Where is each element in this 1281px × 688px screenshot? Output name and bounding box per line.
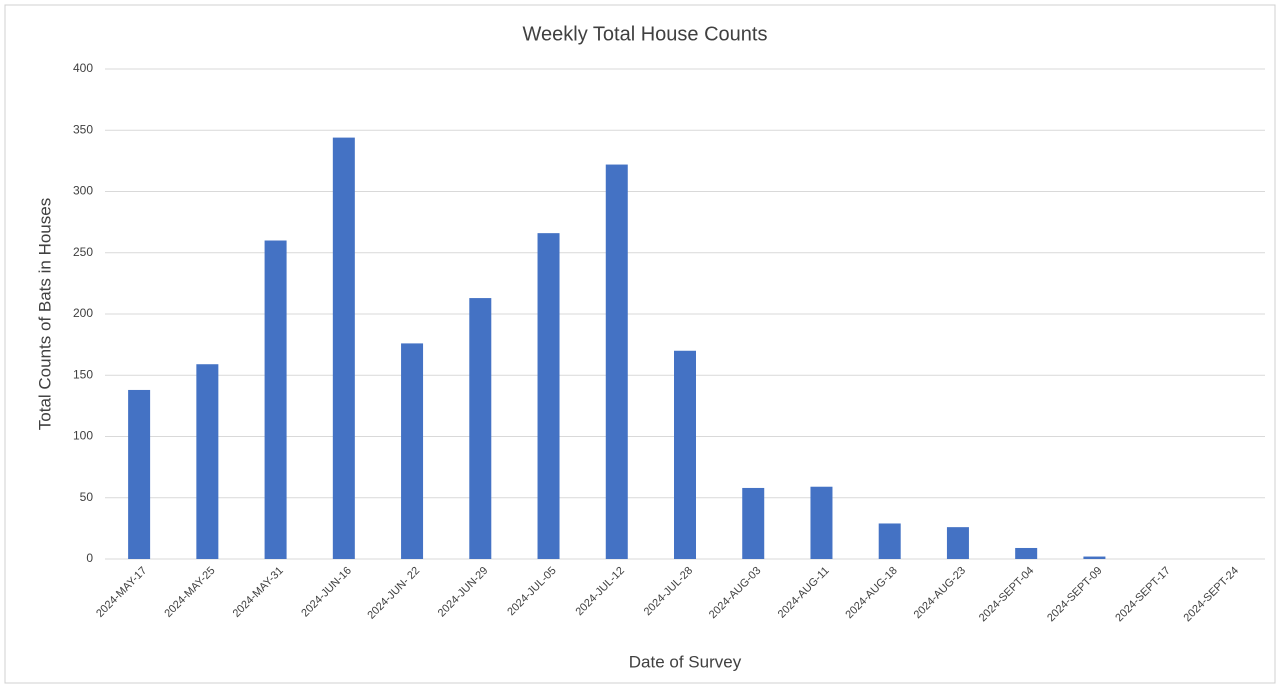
bar (605, 164, 628, 560)
bar (1083, 556, 1106, 559)
bar (537, 233, 560, 559)
y-tick-label: 100 (73, 429, 93, 443)
y-tick-label: 50 (80, 490, 94, 504)
y-tick-label: 200 (73, 306, 93, 320)
bar (196, 364, 219, 559)
y-tick-label: 150 (73, 367, 93, 381)
y-axis-label: Total Counts of Bats in Houses (35, 198, 54, 430)
bar (946, 527, 969, 559)
chart-title: Weekly Total House Counts (523, 23, 768, 45)
bar (742, 487, 765, 559)
bar (674, 350, 696, 559)
y-tick-label: 400 (73, 61, 93, 75)
x-axis-label: Date of Survey (629, 652, 742, 671)
bar (469, 298, 492, 559)
bar (264, 240, 287, 559)
y-tick-label: 350 (73, 122, 93, 136)
bar (401, 343, 424, 559)
bar (128, 389, 151, 559)
y-tick-label: 250 (73, 245, 93, 259)
bar (878, 523, 901, 559)
y-tick-label: 300 (73, 184, 93, 198)
chart-frame (4, 4, 1276, 684)
bar (810, 486, 833, 559)
y-tick-label: 0 (86, 551, 93, 565)
bar (1015, 547, 1038, 559)
bar (332, 137, 355, 559)
